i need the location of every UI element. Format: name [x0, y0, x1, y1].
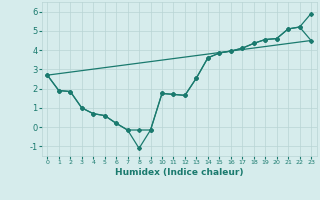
X-axis label: Humidex (Indice chaleur): Humidex (Indice chaleur)	[115, 168, 244, 177]
